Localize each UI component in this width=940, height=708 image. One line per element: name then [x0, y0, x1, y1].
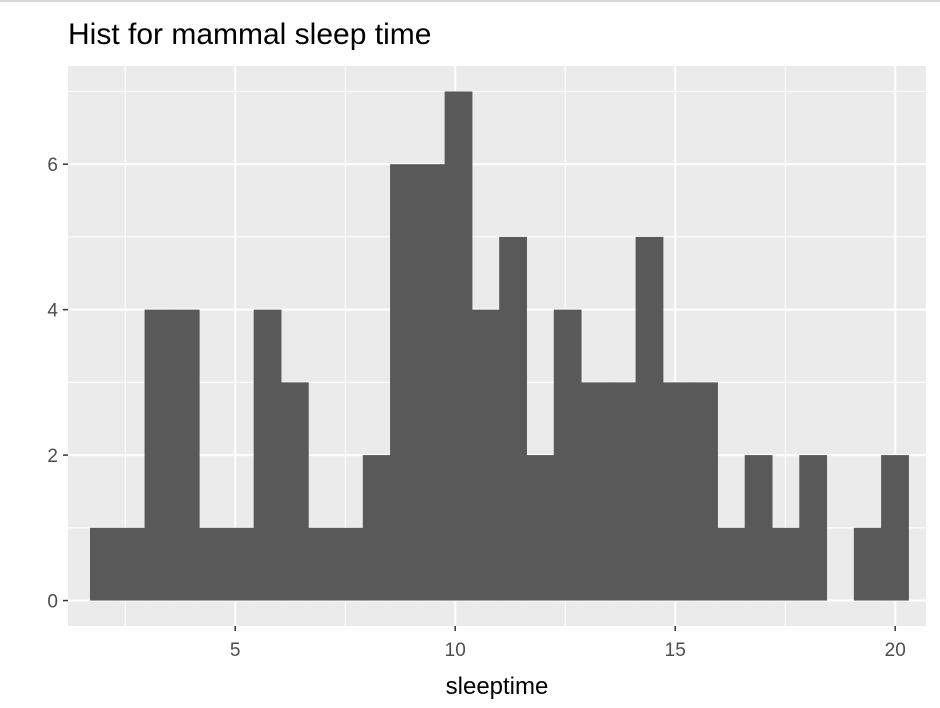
histogram-bar: [662, 382, 691, 601]
histogram-bar: [199, 527, 227, 601]
histogram-bar: [117, 527, 146, 601]
histogram-bar: [690, 382, 718, 601]
histogram-bar: [526, 455, 555, 601]
x-tick-label: 15: [665, 640, 686, 661]
y-axis: 0 2 4 6: [47, 155, 68, 613]
histogram-bar: [553, 309, 582, 601]
y-tick-label: 0: [47, 592, 58, 613]
x-tick-label: 20: [885, 640, 906, 661]
histogram-bar: [390, 164, 418, 601]
histogram-bar: [144, 309, 173, 601]
x-axis: 5 10 15 20: [230, 626, 906, 661]
histogram-bar: [635, 236, 664, 601]
histogram-bar: [308, 527, 337, 601]
histogram-bar: [171, 309, 200, 601]
histogram-bar: [226, 527, 255, 601]
histogram-bar: [853, 527, 882, 601]
histogram-bar: [608, 382, 637, 601]
x-axis-title: sleeptime: [446, 673, 549, 700]
histogram-bar: [581, 382, 609, 601]
x-tick-label: 5: [230, 640, 241, 661]
histogram-bar: [90, 527, 118, 601]
histogram-bar: [499, 236, 527, 601]
histogram-bar: [744, 455, 773, 601]
histogram-bar: [799, 455, 828, 601]
histogram-bars: [90, 91, 909, 601]
y-tick-label: 2: [47, 446, 58, 467]
histogram-bar: [444, 91, 473, 601]
chart-title: Hist for mammal sleep time: [68, 18, 431, 51]
top-border: [0, 0, 940, 2]
histogram-bar: [717, 527, 746, 601]
histogram-bar: [362, 455, 391, 601]
y-tick-label: 4: [47, 301, 58, 322]
histogram-bar: [772, 527, 800, 601]
histogram-bar: [253, 309, 282, 601]
histogram-bar: [417, 164, 446, 601]
histogram-bar: [280, 382, 309, 601]
histogram-bar: [335, 527, 364, 601]
histogram-bar: [881, 455, 909, 601]
y-tick-label: 6: [47, 155, 58, 176]
histogram-bar: [471, 309, 500, 601]
x-tick-label: 10: [445, 640, 466, 661]
